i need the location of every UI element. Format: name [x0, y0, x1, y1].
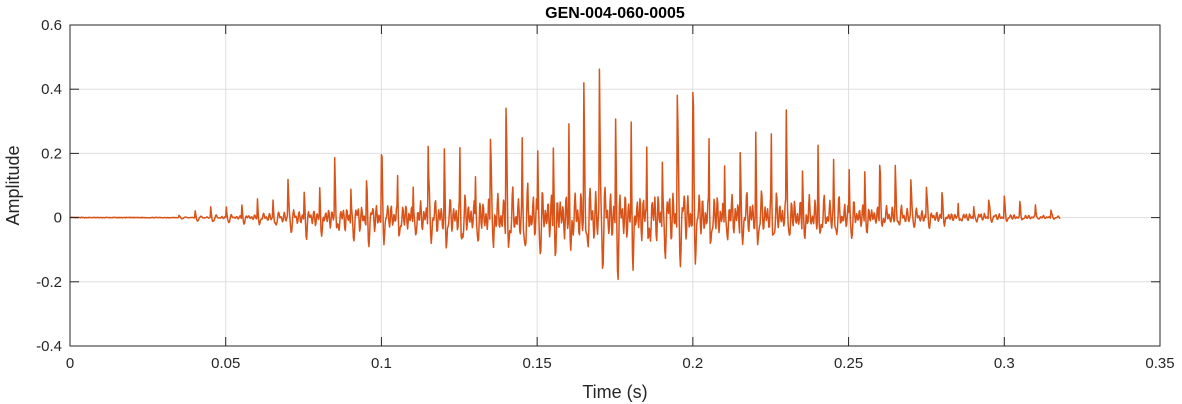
y-tick-label: 0 — [54, 210, 62, 227]
axis-ticks: 0 0.05 0.1 0.15 0.2 0.25 0.3 0.35 -0.4 -0.2 0 0.2 0.… — [36, 17, 1174, 372]
x-tick-label: 0.25 — [834, 355, 863, 372]
x-tick-label: 0.35 — [1145, 355, 1174, 372]
plot-area — [69, 68, 1061, 281]
x-tick-label: 0 — [66, 355, 74, 372]
plot-frame — [69, 24, 1161, 347]
x-axis-label: Time (s) — [582, 382, 647, 402]
y-tick-label: -0.2 — [36, 274, 62, 291]
y-axis-label: Amplitude — [3, 145, 23, 225]
x-tick-label: 0.3 — [994, 355, 1015, 372]
y-tick-label: 0.4 — [41, 81, 62, 98]
y-tick-label: 0.6 — [41, 17, 62, 34]
y-tick-label: 0.2 — [41, 145, 62, 162]
x-tick-label: 0.1 — [371, 355, 392, 372]
waveform-series-line — [69, 68, 1061, 281]
x-tick-label: 0.2 — [682, 355, 703, 372]
chart-title: GEN-004-060-0005 — [545, 5, 685, 22]
x-tick-label: 0.05 — [211, 355, 240, 372]
x-tick-label: 0.15 — [523, 355, 552, 372]
y-tick-label: -0.4 — [36, 338, 62, 355]
